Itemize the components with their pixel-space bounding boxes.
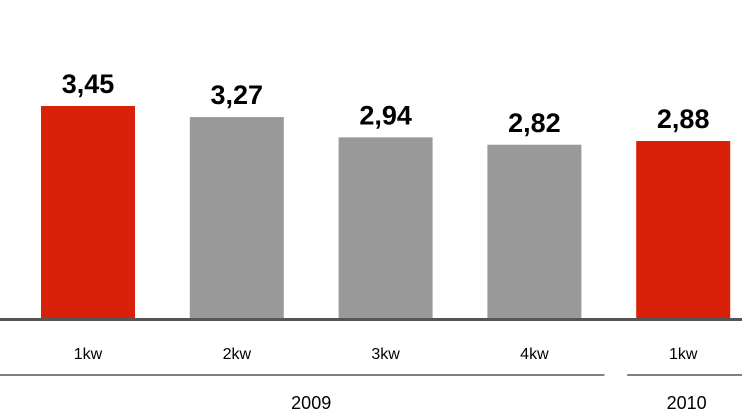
x-tick-label: 1kw	[669, 346, 698, 363]
group-label: 2009	[291, 393, 331, 413]
x-tick-label: 2kw	[223, 346, 252, 363]
value-label: 3,45	[62, 69, 115, 99]
x-tick-label: 3kw	[371, 346, 400, 363]
bar	[487, 144, 582, 318]
bar	[189, 117, 284, 318]
value-label: 3,27	[211, 80, 264, 110]
group-label: 2010	[667, 393, 707, 413]
x-tick-label: 4kw	[520, 346, 549, 363]
bar	[636, 141, 731, 318]
value-label: 2,82	[508, 108, 561, 138]
x-tick-label: 1kw	[74, 346, 103, 363]
value-label: 2,88	[657, 104, 710, 134]
value-label: 2,94	[359, 100, 412, 130]
bar	[41, 106, 135, 318]
bar	[338, 137, 433, 318]
